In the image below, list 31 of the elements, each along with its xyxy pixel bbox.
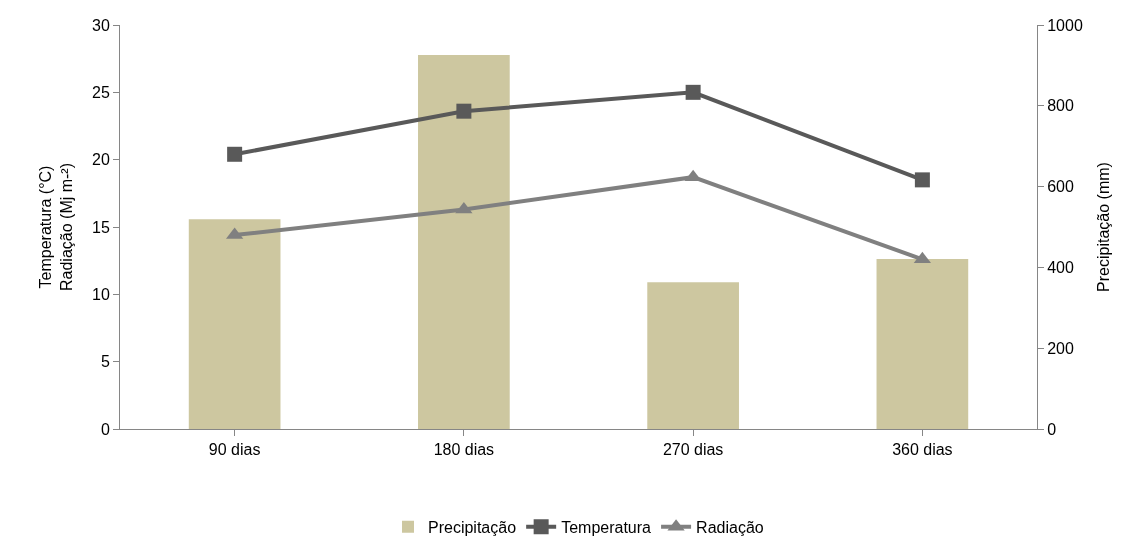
y-axis-title: Temperatura (°C) Radiação (Mj m-²) (37, 162, 75, 292)
point (685, 84, 701, 100)
bar (188, 219, 281, 429)
y2-tick-label: 0 (1047, 420, 1057, 438)
bar (418, 54, 510, 429)
y-tick-label: 5 (100, 353, 110, 371)
y2-tick-label: 400 (1047, 259, 1074, 276)
point (227, 146, 243, 162)
point (914, 172, 930, 188)
y-tick-label: 15 (92, 218, 110, 236)
y2-tick-label: 1000 (1047, 16, 1083, 34)
y-tick-label: 25 (92, 83, 110, 101)
x-tick-label: 180 dias (433, 441, 495, 459)
legend-label: Precipitação (428, 518, 517, 536)
y2-axis-title: Precipitação (mm) (1094, 162, 1112, 292)
y-tick-label: 0 (100, 420, 110, 438)
point (455, 201, 473, 214)
y2-tick-label: 800 (1047, 97, 1074, 115)
x-tick-label: 360 dias (892, 441, 953, 459)
legend-label: Radiação (696, 518, 764, 536)
y-tick-label: 30 (92, 16, 110, 34)
y-tick-label: 20 (92, 151, 110, 169)
y-tick-label: 10 (92, 285, 110, 303)
y2-tick-label: 600 (1047, 178, 1074, 196)
point (456, 103, 472, 119)
bar (876, 258, 969, 429)
legend-label: Temperatura (561, 518, 652, 536)
y2-tick-label: 200 (1047, 339, 1074, 357)
x-tick-label: 90 dias (208, 441, 261, 459)
x-tick-label: 270 dias (662, 441, 724, 459)
bar (647, 282, 739, 429)
